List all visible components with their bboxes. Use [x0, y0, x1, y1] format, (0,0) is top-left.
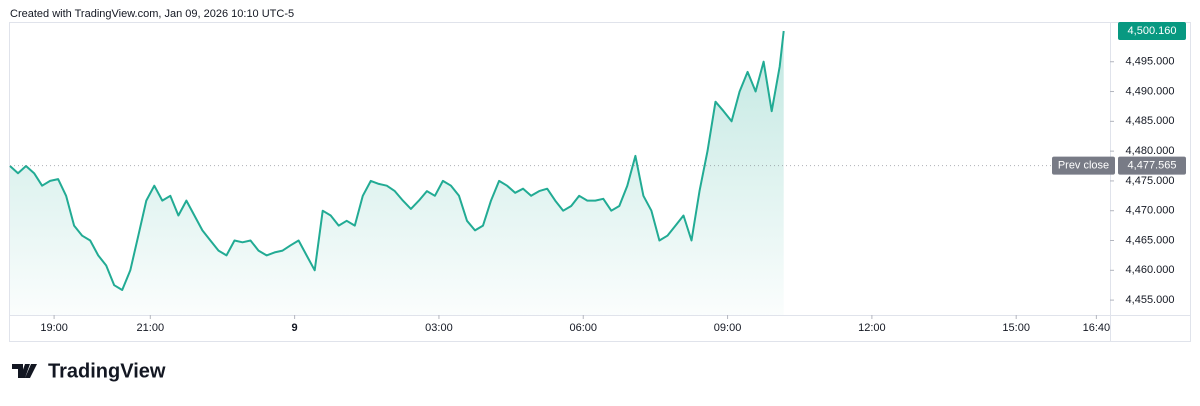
logo: TradingView — [12, 360, 166, 382]
prev-close-name: Prev close — [1058, 160, 1109, 172]
chart-frame — [9, 22, 1191, 342]
prev-close-tag — [1052, 156, 1115, 175]
y-tick-label: 4,485.000 — [1126, 115, 1175, 127]
y-tick-label: 4,460.000 — [1126, 264, 1175, 276]
prev-close-value: 4,477.565 — [1128, 160, 1177, 172]
x-tick-label: 09:00 — [714, 322, 742, 334]
logo-text: TradingView — [48, 360, 166, 382]
x-tick-label: 15:00 — [1002, 322, 1030, 334]
x-tick-label: 12:00 — [858, 322, 886, 334]
x-tick-label: 03:00 — [425, 322, 453, 334]
area — [10, 31, 784, 315]
prev-close-value-tag — [1118, 156, 1186, 175]
x-tick-label: 16:40 — [1083, 322, 1111, 334]
y-tick-label: 4,470.000 — [1126, 205, 1175, 217]
y-tick-label: 4,490.000 — [1126, 85, 1175, 97]
y-tick-label: 4,480.000 — [1126, 145, 1175, 157]
x-tick-label: 9 — [292, 322, 298, 334]
y-tick-label: 4,475.000 — [1126, 175, 1175, 187]
x-tick-label: 19:00 — [40, 322, 68, 334]
y-tick-label: 4,455.000 — [1126, 294, 1175, 306]
price-line — [9, 30, 785, 291]
last-price-label: 4,500.160 — [1128, 25, 1177, 37]
x-tick-label: 06:00 — [569, 322, 597, 334]
y-tick-label: 4,495.000 — [1126, 56, 1175, 68]
logo-icon — [12, 364, 37, 378]
y-tick-label: 4,465.000 — [1126, 234, 1175, 246]
last-price-tag — [1118, 21, 1186, 40]
header: Created with TradingView.com, Jan 09, 20… — [10, 8, 294, 20]
x-tick-label: 21:00 — [137, 322, 165, 334]
